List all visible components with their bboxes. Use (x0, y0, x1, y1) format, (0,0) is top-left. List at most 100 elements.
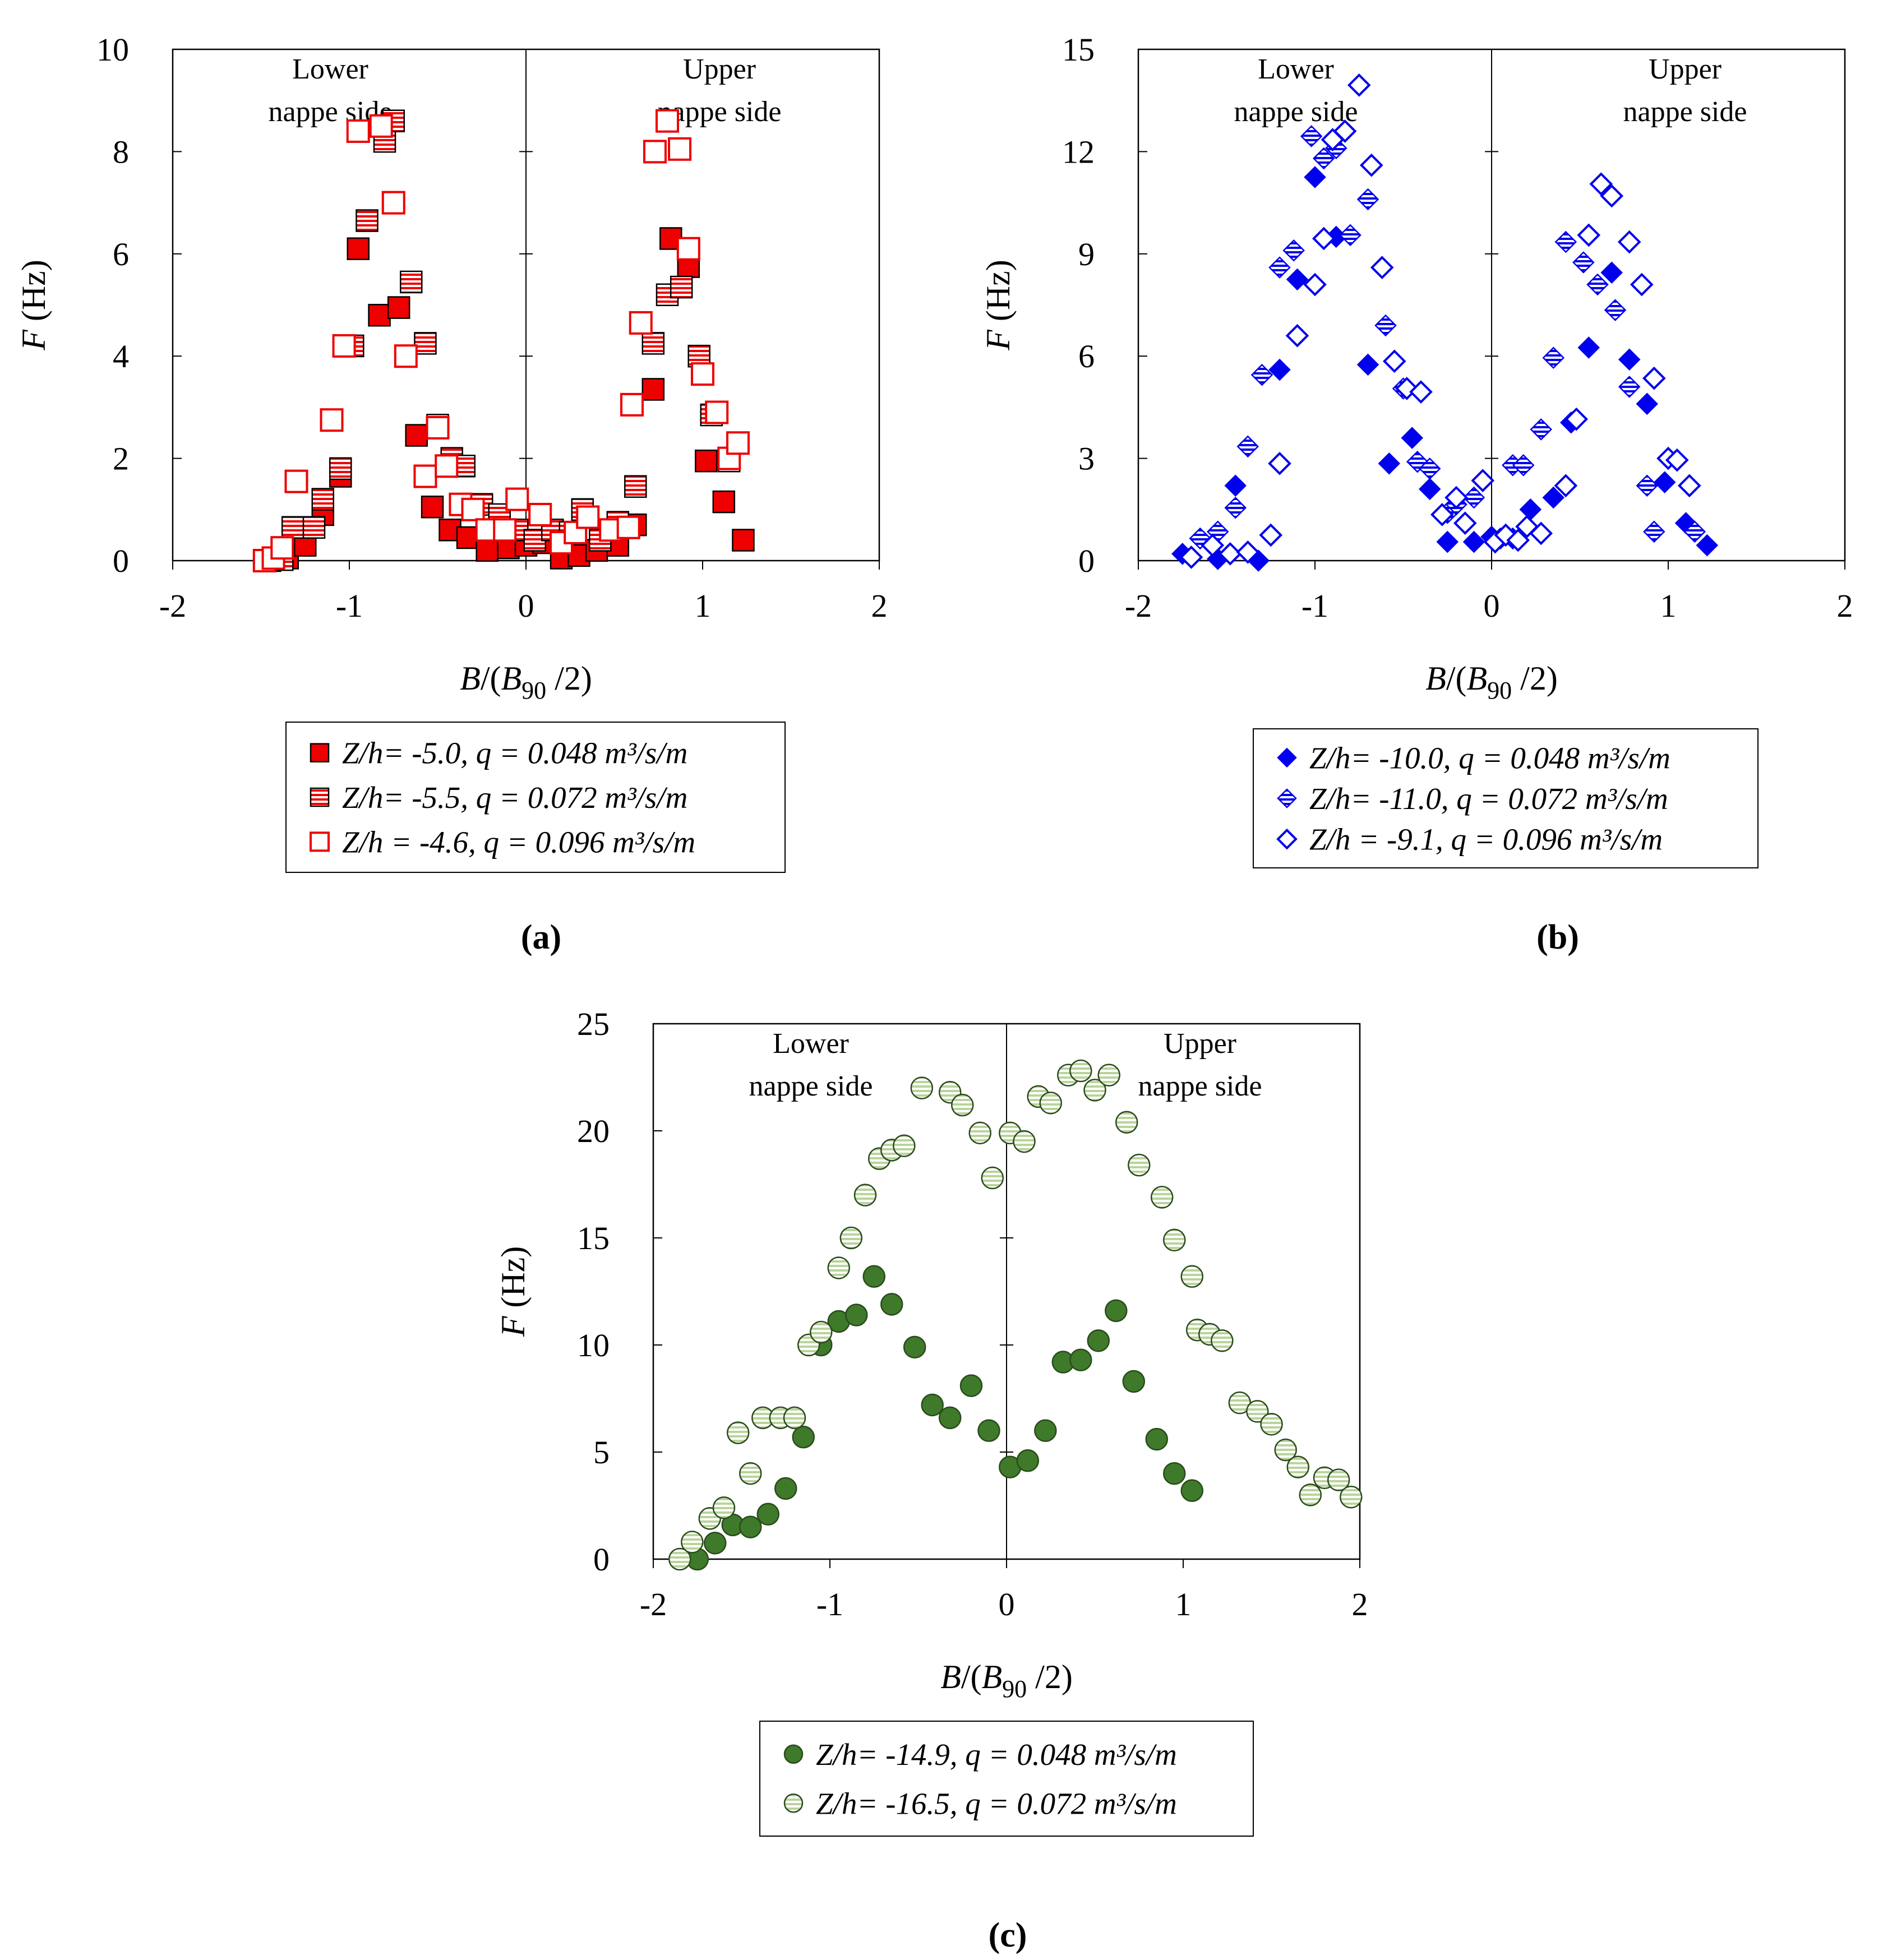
data-point (505, 487, 529, 511)
data-point (1299, 1483, 1322, 1506)
legend-box (1253, 728, 1759, 868)
data-point (1069, 1059, 1092, 1083)
legend-entry: Z/h= -10.0, q = 0.048 m³/s/m (1309, 741, 1670, 775)
legend-entry: Z/h= -11.0, q = 0.072 m³/s/m (1309, 782, 1668, 816)
data-point (921, 1393, 944, 1417)
data-point (368, 303, 391, 327)
data-point (1462, 530, 1485, 553)
upper-side-annotation: nappe side (1138, 1070, 1262, 1102)
x-tick-label: 0 (999, 1586, 1015, 1622)
data-point (1506, 528, 1530, 552)
data-point (641, 378, 665, 401)
data-point (1083, 1079, 1106, 1102)
data-point (461, 497, 485, 521)
data-point (845, 1303, 868, 1326)
data-point (1259, 523, 1283, 547)
data-point (732, 529, 755, 552)
legend-marker (310, 743, 330, 762)
data-point (1327, 1468, 1350, 1491)
x-axis-label: B/(B90 /2) (1425, 660, 1558, 704)
data-point (1600, 261, 1623, 284)
x-tick-label: 2 (1352, 1586, 1368, 1622)
y-tick-label: 10 (96, 31, 129, 68)
data-point (827, 1256, 850, 1279)
data-point (311, 488, 334, 511)
data-point (381, 191, 405, 215)
data-point (369, 114, 393, 138)
data-point (1286, 1455, 1309, 1478)
lower-side-annotation: Lower (773, 1028, 849, 1060)
data-point (1246, 1400, 1269, 1423)
data-point (1300, 125, 1323, 147)
legend-marker (783, 1744, 804, 1764)
data-point (1163, 1462, 1186, 1485)
legend-box (285, 722, 786, 873)
data-point (1618, 348, 1641, 371)
data-point (1665, 448, 1689, 472)
data-point (1630, 272, 1654, 297)
series-c-1 (668, 1059, 1363, 1571)
data-point (903, 1335, 926, 1359)
y-axis-label: F (Hz) (980, 260, 1017, 351)
data-point (405, 424, 428, 447)
panel-label-c: (c) (989, 1916, 1027, 1954)
data-point (421, 495, 444, 519)
data-point (281, 516, 304, 539)
data-point (616, 515, 640, 539)
data-point (1653, 471, 1676, 493)
data-point (1145, 1427, 1168, 1451)
data-point (320, 408, 344, 432)
data-point (1211, 1329, 1234, 1352)
data-point (1418, 478, 1441, 501)
data-point (1370, 256, 1394, 279)
data-point (853, 1184, 877, 1206)
data-point (1642, 366, 1666, 390)
data-point (712, 490, 736, 514)
data-point (1356, 188, 1379, 211)
x-tick-label: -2 (640, 1586, 667, 1622)
data-point (1122, 1370, 1146, 1393)
data-point (1512, 454, 1535, 477)
x-tick-label: 0 (518, 588, 534, 624)
legend-c: Z/h= -14.9, q = 0.048 m³/s/m Z/h= -16.5, … (759, 1721, 1254, 1837)
data-point (629, 311, 653, 335)
data-point (1097, 1064, 1120, 1087)
data-point (1268, 358, 1291, 381)
data-point (1519, 498, 1542, 521)
data-point (977, 1419, 1000, 1443)
y-tick-label: 15 (1062, 31, 1095, 68)
y-tick-label: 6 (113, 236, 129, 272)
data-point (1542, 486, 1565, 509)
data-point (792, 1426, 815, 1449)
data-point (726, 431, 750, 455)
panel-label-a: (a) (521, 918, 561, 956)
legend-entry: Z/h= -16.5, q = 0.072 m³/s/m (816, 1786, 1177, 1820)
data-point (695, 449, 718, 473)
lower-side-annotation: nappe side (749, 1070, 873, 1102)
data-point (1180, 1265, 1203, 1288)
data-point (620, 392, 644, 417)
data-point (1282, 239, 1305, 262)
lower-side-annotation: Lower (292, 53, 368, 85)
legend-box (759, 1721, 1254, 1837)
data-point (347, 237, 370, 260)
data-point (1150, 1186, 1174, 1209)
upper-side-annotation: nappe side (1623, 96, 1747, 128)
data-point (1529, 521, 1553, 546)
lower-side-annotation: Lower (1258, 53, 1334, 85)
data-point (1087, 1329, 1110, 1352)
data-point (346, 119, 370, 143)
legend-entry: Z/h= -14.9, q = 0.048 m³/s/m (816, 1737, 1177, 1772)
data-point (1471, 469, 1495, 492)
data-point (332, 334, 356, 358)
data-point (691, 362, 714, 386)
data-point (1340, 1485, 1363, 1509)
data-point (656, 109, 679, 133)
data-point (270, 536, 294, 560)
legend-marker (310, 831, 330, 852)
data-point (668, 137, 692, 161)
data-point (981, 1166, 1004, 1190)
x-tick-label: 0 (1484, 588, 1500, 624)
